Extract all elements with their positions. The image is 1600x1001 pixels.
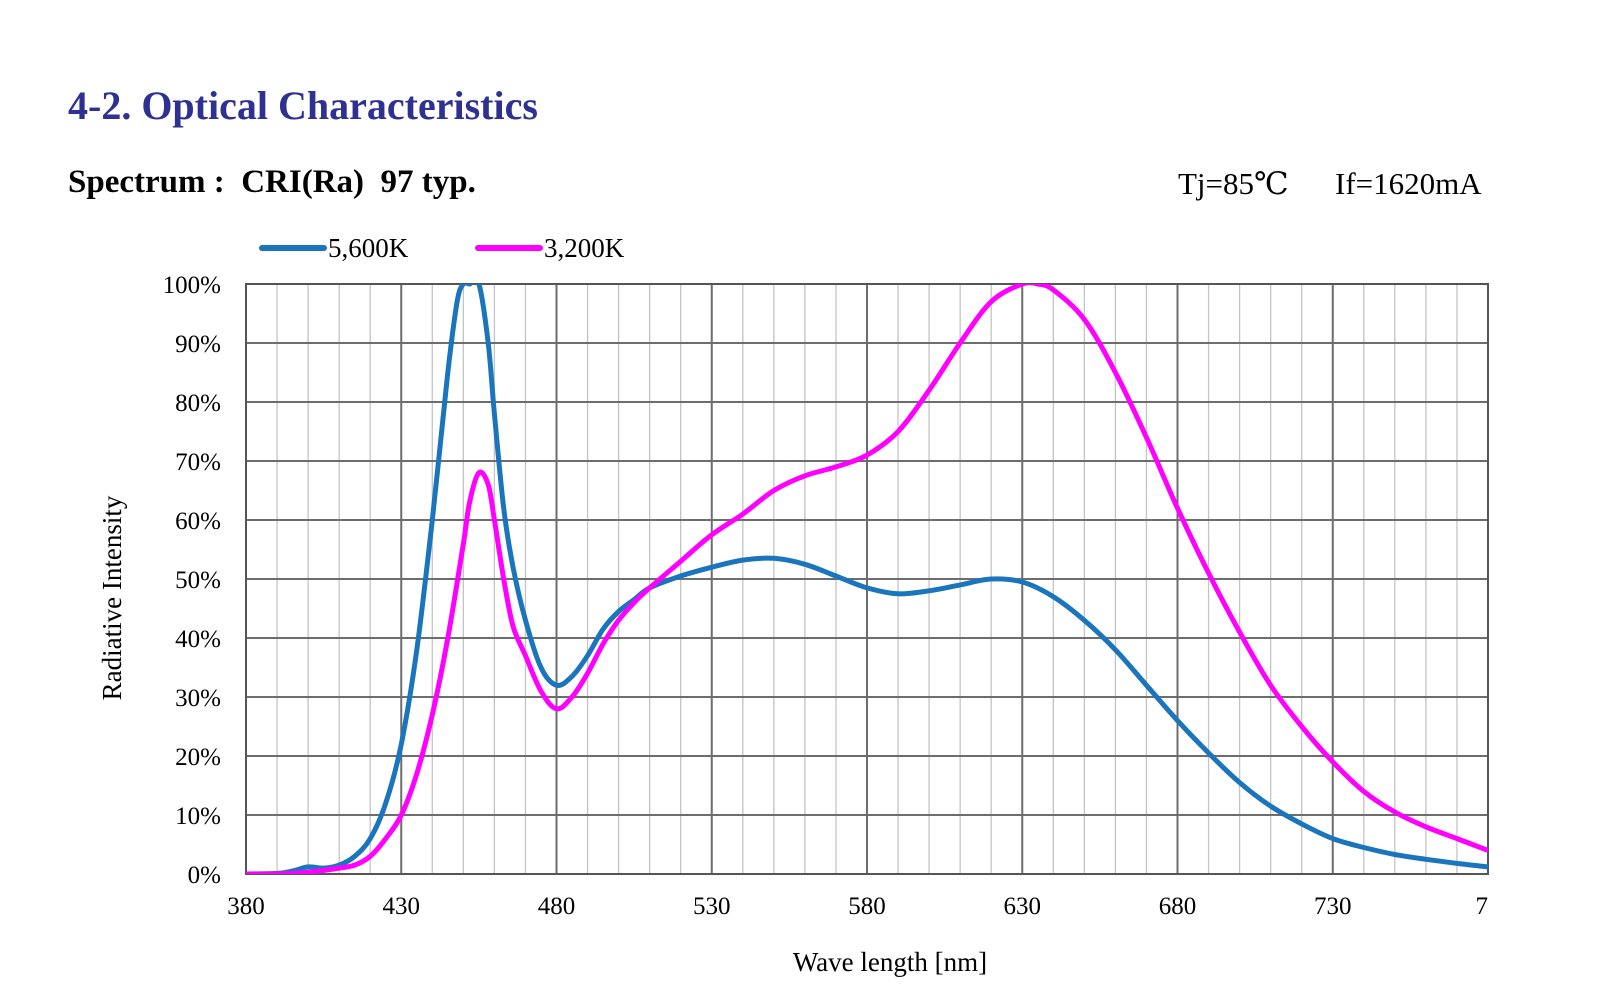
x-tick-label: 530 — [693, 893, 731, 920]
series-line-0 — [246, 284, 1488, 874]
x-axis-label: Wave length [nm] — [793, 947, 987, 977]
legend-label-0: 5,600K — [328, 233, 409, 263]
y-tick-label: 70% — [175, 449, 221, 476]
legend: 5,600K 3,200K — [259, 233, 625, 263]
series-line-1 — [246, 284, 1488, 874]
x-tick-label: 78 — [1476, 893, 1501, 920]
x-tick-label: 480 — [538, 893, 576, 920]
condition-tj: Tj=85℃ — [1178, 166, 1289, 201]
y-tick-label: 100% — [163, 272, 221, 299]
y-tick-label: 40% — [175, 626, 221, 653]
y-tick-label: 30% — [175, 685, 221, 712]
plot-area-frame — [245, 283, 1489, 875]
y-tick-label: 60% — [175, 508, 221, 535]
x-tick-label: 680 — [1159, 893, 1197, 920]
legend-label-1: 3,200K — [544, 233, 625, 263]
y-tick-label: 90% — [175, 331, 221, 358]
y-axis-label: Radiative Intensity — [97, 495, 127, 700]
y-tick-label: 0% — [188, 862, 221, 889]
x-tick-label: 380 — [227, 893, 265, 920]
y-tick-label: 10% — [175, 803, 221, 830]
x-tick-label: 630 — [1004, 893, 1042, 920]
x-tick-label: 430 — [383, 893, 421, 920]
section-title: 4-2. Optical Characteristics — [68, 83, 538, 128]
y-tick-label: 50% — [175, 567, 221, 594]
x-tick-labels: 380 430 480 530 580 630 680 730 78 — [227, 893, 1501, 920]
y-tick-labels: 0% 10% 20% 30% 40% 50% 60% 70% 80% 90% 100% — [163, 272, 221, 889]
spectrum-label: Spectrum : CRI(Ra) 97 typ. — [68, 164, 476, 200]
y-tick-label: 20% — [175, 744, 221, 771]
condition-if: If=1620mA — [1335, 166, 1482, 201]
series-layer — [246, 284, 1488, 874]
y-tick-label: 80% — [175, 390, 221, 417]
x-tick-label: 580 — [848, 893, 886, 920]
x-tick-label: 730 — [1314, 893, 1352, 920]
